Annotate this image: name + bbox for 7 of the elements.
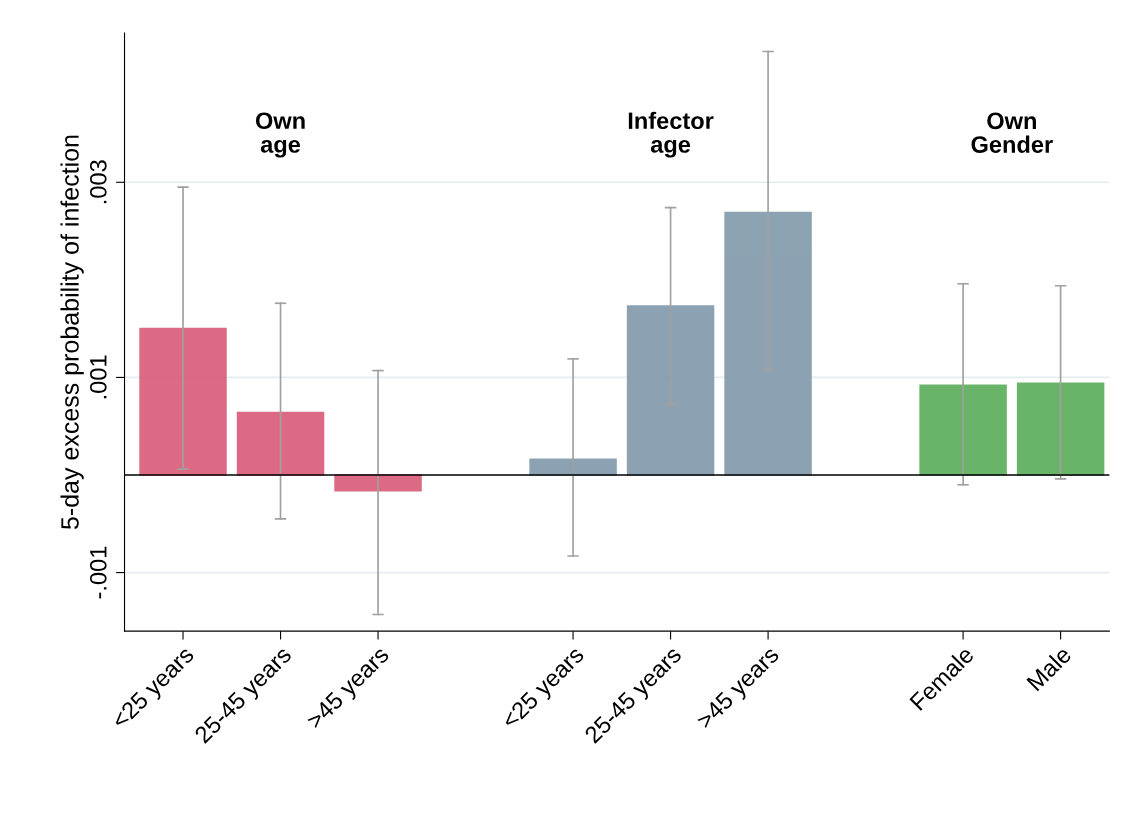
annotation: Own age bbox=[255, 112, 305, 158]
y-tick-label: -.001 bbox=[89, 546, 107, 599]
y-tick-label: .001 bbox=[89, 355, 107, 399]
annotation: Infector age bbox=[628, 111, 714, 158]
y-axis-title: 5-day excess probability of infection bbox=[60, 135, 84, 530]
annotation: Own Gender bbox=[971, 112, 1053, 153]
y-tick-label: .003 bbox=[89, 160, 107, 204]
